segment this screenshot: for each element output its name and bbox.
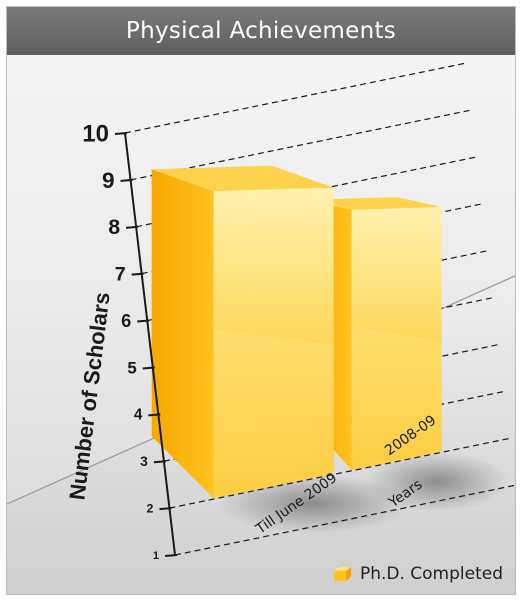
- bar-1: [151, 165, 410, 534]
- chart-frame: Physical Achievements: [6, 6, 516, 595]
- y-tick-label: 6: [121, 311, 131, 331]
- y-tick-label: 3: [140, 453, 148, 469]
- bar-top: [151, 165, 334, 192]
- y-tick-label: 9: [102, 168, 115, 193]
- gridline: [130, 109, 471, 181]
- bar-side: [151, 169, 214, 499]
- bar-highlight: [351, 326, 442, 470]
- y-tick-label: 7: [115, 264, 126, 286]
- gridline: [124, 62, 466, 134]
- gridline: [169, 437, 510, 509]
- bar-top: [306, 197, 442, 210]
- bar-shadow: [217, 473, 410, 534]
- y-axis: [124, 132, 176, 556]
- y-tick-label: 8: [108, 216, 120, 239]
- bar-highlight: [213, 329, 334, 499]
- cube-icon: [333, 567, 351, 581]
- y-tick-label: 5: [127, 358, 136, 377]
- y-tick-label: 2: [147, 501, 154, 515]
- legend-label: Ph.D. Completed: [359, 564, 503, 584]
- title-bar: Physical Achievements: [7, 7, 515, 55]
- chart-title: Physical Achievements: [125, 18, 397, 44]
- y-tick: [164, 554, 178, 557]
- y-tick-label: 10: [82, 120, 109, 147]
- y-tick-label: 4: [134, 407, 143, 424]
- y-tick-label: 1: [153, 550, 159, 562]
- legend: Ph.D. Completed: [332, 564, 503, 584]
